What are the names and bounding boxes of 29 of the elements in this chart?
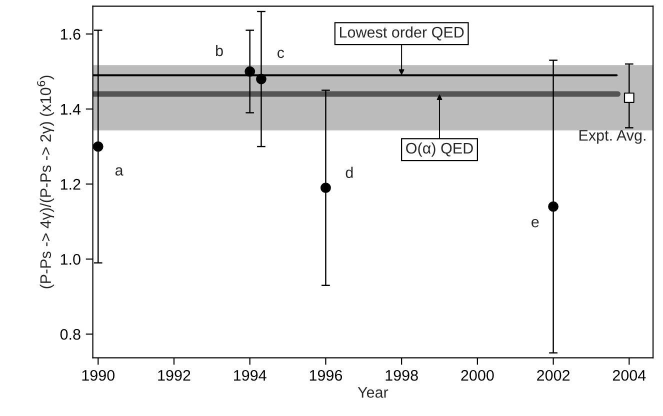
x-tick-label: 1998 bbox=[386, 370, 418, 381]
y-axis-title: (P-Ps -> 4γ)/(P-Ps -> 2γ) (x10$^{6}$) bbox=[37, 76, 54, 288]
y-tick-label: 0.8 bbox=[60, 328, 80, 340]
x-tick-label: 1994 bbox=[234, 370, 266, 381]
point bbox=[92, 141, 104, 152]
x-axis-title: Year bbox=[358, 387, 388, 398]
point bbox=[320, 182, 331, 194]
x-tick-label: 2004 bbox=[612, 370, 646, 381]
y-tick-label: 1.0 bbox=[60, 254, 80, 265]
annotation: d bbox=[346, 166, 353, 178]
annotation: c bbox=[278, 50, 284, 58]
annotation: a bbox=[115, 167, 124, 176]
annotation: Expt. Avg. bbox=[579, 130, 646, 144]
point bbox=[624, 92, 634, 103]
y-tick-label: 1.2 bbox=[60, 178, 80, 190]
x-tick-label: 1996 bbox=[310, 370, 342, 381]
point bbox=[244, 66, 256, 77]
x-tick-label: 2000 bbox=[461, 370, 494, 381]
annotation: b bbox=[216, 44, 223, 56]
annotation: e bbox=[532, 218, 539, 228]
x-tick-label: 2002 bbox=[537, 370, 570, 381]
x-tick-label: 1990 bbox=[82, 370, 115, 381]
annotation: O(α) QED bbox=[406, 142, 473, 157]
x-tick-label: 1992 bbox=[158, 370, 190, 381]
y-tick-label: 1.6 bbox=[60, 28, 80, 40]
point bbox=[548, 201, 559, 212]
y-tick-label: 1.4 bbox=[60, 104, 81, 115]
point bbox=[256, 74, 266, 84]
annotation: Lowest order QED bbox=[340, 26, 464, 40]
